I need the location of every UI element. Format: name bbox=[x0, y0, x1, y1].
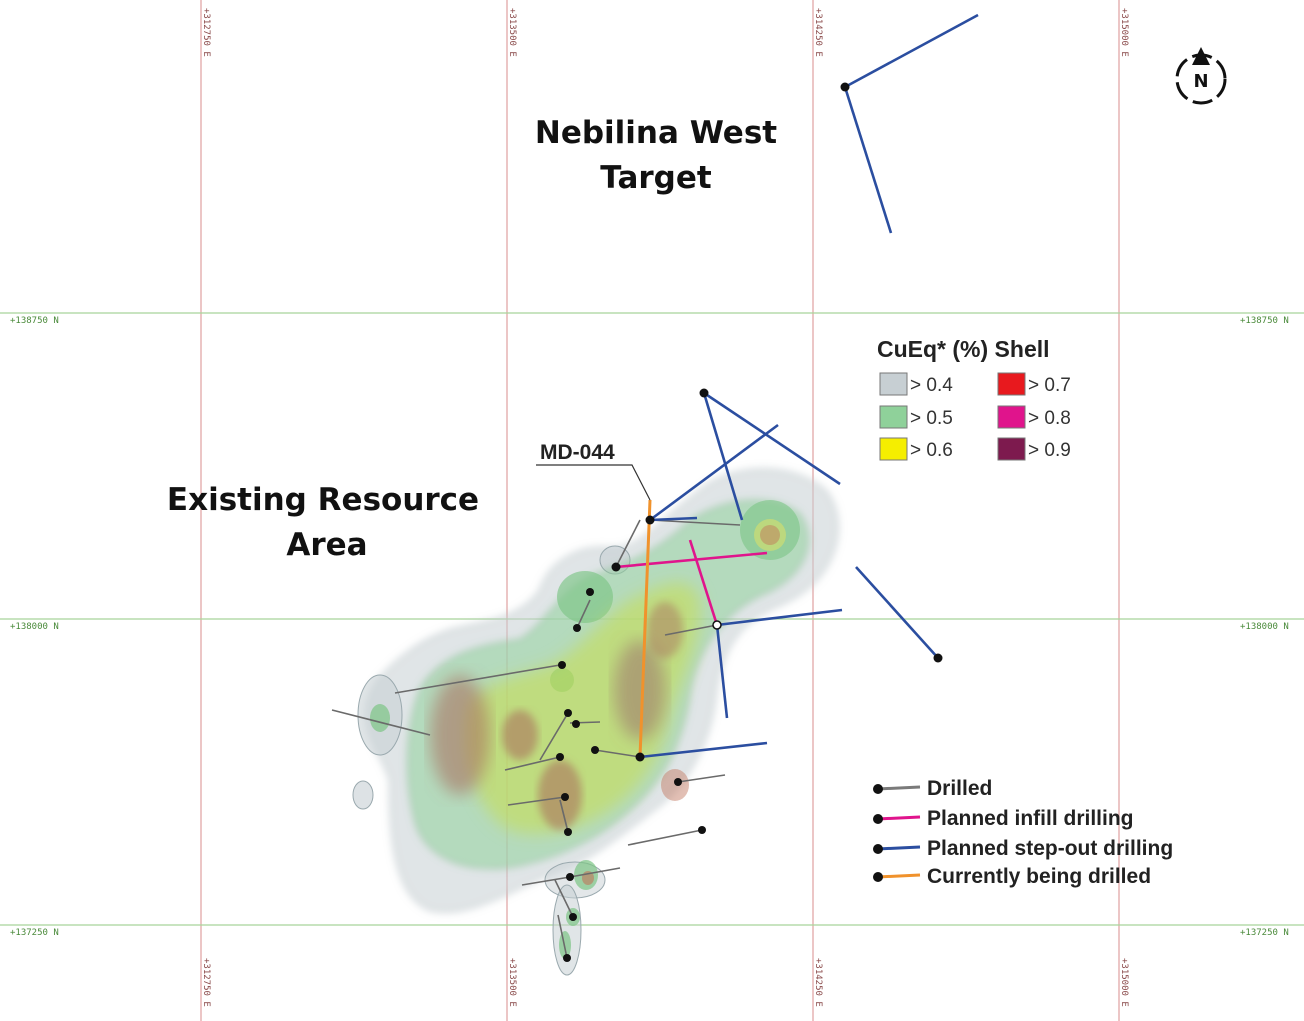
legend-item-05: > 0.5 bbox=[879, 405, 953, 429]
hole-id-label: MD-044 bbox=[540, 441, 615, 464]
easting-label: +314250 E bbox=[813, 958, 823, 1007]
legend-item-label: > 0.4 bbox=[910, 375, 953, 396]
northing-label: +137250 N bbox=[1240, 928, 1289, 938]
legend-item-06: > 0.6 bbox=[879, 437, 953, 461]
easting-label: +315000 E bbox=[1119, 8, 1129, 57]
planned-step-out-holes bbox=[639, 13, 979, 759]
legend-item-label: > 0.7 bbox=[1028, 375, 1071, 396]
drill-legend-label: Planned step-out drilling bbox=[927, 837, 1173, 860]
shell-legend-title: CuEq* (%) Shell bbox=[877, 336, 1050, 362]
legend-item-07: > 0.7 bbox=[997, 372, 1071, 396]
nebilina-target-label: Target bbox=[600, 160, 712, 196]
drill-legend: Drilled Planned infill drilling Planned … bbox=[873, 777, 1173, 888]
northing-label: +138750 N bbox=[1240, 316, 1289, 326]
easting-label: +315000 E bbox=[1119, 958, 1129, 1007]
shell-legend: CuEq* (%) Shell > 0.4 > 0.5 > 0.6 > 0.7 … bbox=[877, 336, 1071, 461]
drill-legend-infill: Planned infill drilling bbox=[873, 807, 1134, 830]
easting-label: +314250 E bbox=[813, 8, 823, 57]
drilled-holes bbox=[331, 519, 741, 959]
north-letter: N bbox=[1193, 71, 1208, 92]
legend-item-04: > 0.4 bbox=[879, 372, 953, 396]
drill-legend-current: Currently being drilled bbox=[873, 865, 1151, 888]
easting-labels-top: +312750 E +313500 E +314250 E +315000 E bbox=[201, 8, 1129, 57]
northing-label: +137250 N bbox=[10, 928, 59, 938]
legend-item-label: > 0.6 bbox=[910, 440, 953, 461]
current-hole bbox=[536, 464, 652, 758]
legend-item-label: > 0.8 bbox=[1028, 408, 1071, 429]
easting-label: +313500 E bbox=[507, 8, 517, 57]
easting-label: +312750 E bbox=[201, 8, 211, 57]
nebilina-target-label: Nebilina West bbox=[535, 115, 777, 151]
northing-label: +138000 N bbox=[10, 622, 59, 632]
planned-infill-holes bbox=[615, 539, 768, 626]
northing-label: +138000 N bbox=[1240, 622, 1289, 632]
drill-legend-label: Planned infill drilling bbox=[927, 807, 1134, 830]
drill-legend-drilled: Drilled bbox=[873, 777, 992, 800]
legend-item-09: > 0.9 bbox=[997, 437, 1071, 461]
north-arrow-icon: N bbox=[1175, 47, 1227, 105]
existing-resource-label: Area bbox=[286, 527, 367, 563]
easting-labels-bottom: +312750 E +313500 E +314250 E +315000 E bbox=[201, 958, 1129, 1007]
easting-label: +312750 E bbox=[201, 958, 211, 1007]
legend-item-08: > 0.8 bbox=[997, 405, 1071, 429]
collar-points bbox=[556, 82, 943, 962]
drill-legend-label: Drilled bbox=[927, 777, 992, 800]
legend-item-label: > 0.9 bbox=[1028, 440, 1071, 461]
existing-resource-label: Existing Resource bbox=[167, 482, 479, 518]
northing-labels-left: +138750 N +138000 N +137250 N bbox=[10, 316, 59, 938]
drill-legend-step-out: Planned step-out drilling bbox=[873, 837, 1173, 860]
northing-label: +138750 N bbox=[10, 316, 59, 326]
legend-item-label: > 0.5 bbox=[910, 408, 953, 429]
drill-legend-label: Currently being drilled bbox=[927, 865, 1151, 888]
northing-labels-right: +138750 N +138000 N +137250 N bbox=[1240, 316, 1289, 938]
easting-label: +313500 E bbox=[507, 958, 517, 1007]
